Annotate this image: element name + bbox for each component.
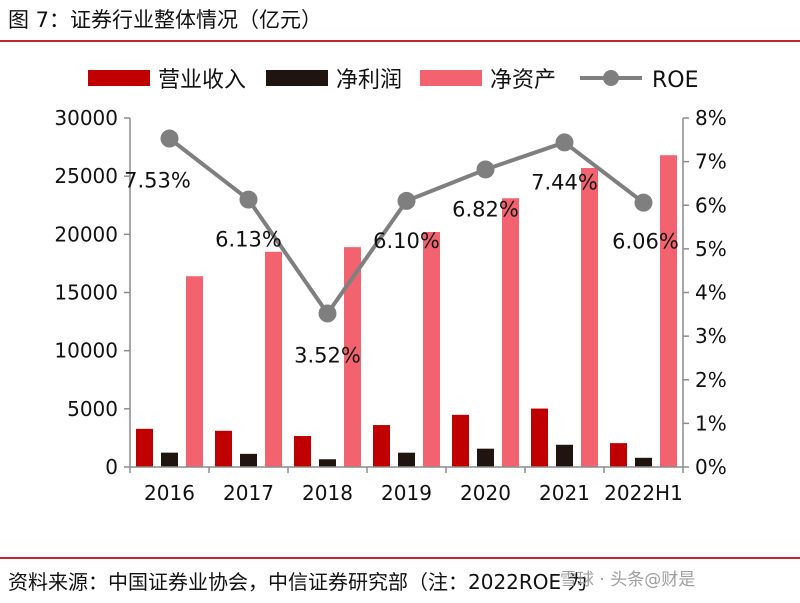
bar-1-2021 <box>556 444 573 467</box>
x-tick-label-2022H1: 2022H1 <box>604 481 683 505</box>
bar-0-2020 <box>452 414 469 467</box>
x-tick-label-2018: 2018 <box>302 481 353 505</box>
bar-2-2016 <box>186 276 203 467</box>
bar-1-2019 <box>398 452 415 467</box>
bar-1-2020 <box>477 448 494 467</box>
legend-label-3: ROE <box>652 68 699 93</box>
left-tick-label-2: 10000 <box>54 339 118 363</box>
roe-point-2016 <box>160 129 179 148</box>
legend-swatch-0 <box>88 70 150 86</box>
right-tick-label-2: 2% <box>695 368 727 392</box>
bar-2-2022H1 <box>660 155 677 467</box>
roe-line-series: 7.53% 6.13% 3.52% 6.10% 6.82% 7.44% 6.06% <box>124 129 679 367</box>
watermark: 雪球 · 头条@财是 <box>560 570 696 590</box>
bar-2-2018 <box>344 247 361 467</box>
x-tick-label-2020: 2020 <box>460 481 511 505</box>
roe-point-2022H1 <box>634 193 653 212</box>
title-divider <box>0 40 800 42</box>
x-tick-label-2021: 2021 <box>539 481 590 505</box>
roe-label-2019: 6.10% <box>373 229 440 253</box>
bar-2-2019 <box>423 232 440 467</box>
bar-0-2016 <box>136 428 153 467</box>
right-tick-label-8: 8% <box>695 106 727 130</box>
right-tick-label-1: 1% <box>695 411 727 435</box>
bar-0-2022H1 <box>610 443 627 467</box>
x-tick-label-2016: 2016 <box>144 481 195 505</box>
bar-1-2022H1 <box>635 457 652 467</box>
bar-2-2020 <box>502 198 519 467</box>
roe-point-2017 <box>239 190 258 209</box>
legend-label-1: 净利润 <box>336 68 402 93</box>
roe-label-2017: 6.13% <box>215 228 282 252</box>
right-tick-label-0: 0% <box>695 455 727 479</box>
roe-label-2016: 7.53% <box>124 169 191 193</box>
left-tick-label-4: 20000 <box>54 222 118 246</box>
left-tick-label-3: 15000 <box>54 281 118 305</box>
bar-2-2021 <box>581 168 598 468</box>
bar-0-2017 <box>215 430 232 467</box>
bar-0-2019 <box>373 425 390 467</box>
left-tick-label-0: 0 <box>105 455 118 479</box>
left-tick-label-5: 25000 <box>54 164 118 188</box>
right-tick-label-7: 7% <box>695 150 727 174</box>
bar-1-2016 <box>161 452 178 467</box>
left-tick-label-6: 30000 <box>54 106 118 130</box>
bar-series <box>136 155 677 468</box>
chart-area: 营业收入 净利润 净资产 ROE 0 5000 10000 15000 20000 25000 3… <box>54 68 726 505</box>
right-tick-label-3: 3% <box>695 324 727 348</box>
roe-label-2020: 6.82% <box>452 197 519 221</box>
right-tick-label-5: 5% <box>695 237 727 261</box>
source-divider <box>0 557 800 559</box>
roe-point-2021 <box>555 133 574 152</box>
legend-swatch-2 <box>420 70 482 86</box>
bar-2-2017 <box>265 251 282 467</box>
x-tick-label-2017: 2017 <box>223 481 274 505</box>
roe-label-2018: 3.52% <box>294 343 361 367</box>
bar-0-2021 <box>531 408 548 467</box>
roe-label-2021: 7.44% <box>531 170 598 194</box>
legend-label-2: 净资产 <box>490 68 556 93</box>
bar-1-2018 <box>319 459 336 467</box>
roe-point-2020 <box>476 160 495 179</box>
chart-title: 图 7：证券行业整体情况（亿元） <box>8 8 323 32</box>
roe-point-2019 <box>397 191 416 210</box>
x-tick-label-2019: 2019 <box>381 481 432 505</box>
left-tick-label-1: 5000 <box>67 397 118 421</box>
right-tick-label-4: 4% <box>695 281 727 305</box>
legend: 营业收入 净利润 净资产 ROE <box>88 68 699 93</box>
legend-marker-3 <box>603 70 619 86</box>
right-tick-label-6: 6% <box>695 193 727 217</box>
bar-1-2017 <box>240 453 257 467</box>
roe-point-2018 <box>318 304 337 323</box>
source-note: 资料来源：中国证券业协会，中信证券研究部（注：2022ROE 为 <box>8 570 588 594</box>
legend-swatch-1 <box>266 70 328 86</box>
bar-0-2018 <box>294 436 311 467</box>
legend-label-0: 营业收入 <box>158 68 246 93</box>
axes: 0 5000 10000 15000 20000 25000 30000 0% 1% 2% 3% 4%… <box>54 106 726 505</box>
roe-label-2022H1: 6.06% <box>612 230 679 254</box>
roe-line <box>168 136 645 316</box>
